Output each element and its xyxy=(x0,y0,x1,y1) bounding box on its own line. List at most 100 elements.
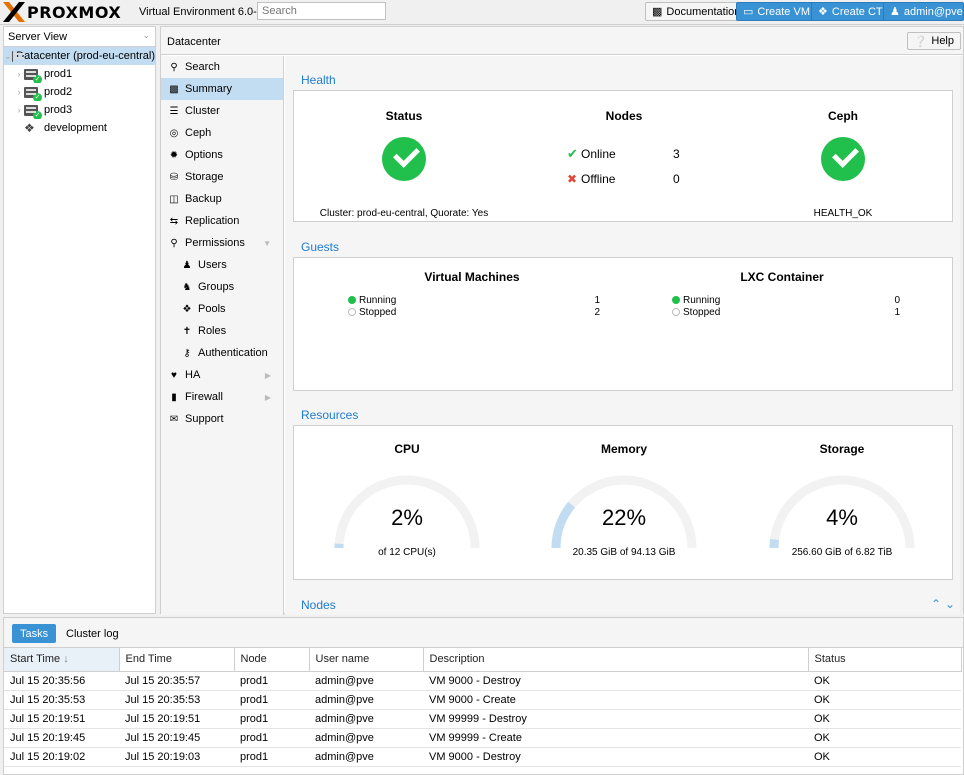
table-row[interactable]: Jul 15 20:19:51 Jul 15 20:19:51 prod1 admin… xyxy=(4,709,961,729)
desktop-icon: ▭ xyxy=(743,6,754,18)
user-icon: ♟ xyxy=(890,6,900,18)
guests-panel: Guests Virtual Machines LXC Container Ru… xyxy=(293,231,953,393)
nodes-panel: Nodes ⌃ ⌄ xyxy=(293,589,955,615)
collapse-up-icon[interactable]: ⌃ xyxy=(930,597,941,611)
collapse-icon[interactable]: ⌄ xyxy=(4,50,12,61)
create-ct-button[interactable]: ❖ Create CT xyxy=(811,2,890,21)
table-row[interactable]: Jul 15 20:35:56 Jul 15 20:35:57 prod1 admin… xyxy=(4,671,961,691)
table-row[interactable]: Jul 15 20:19:45 Jul 15 20:19:45 prod1 admin… xyxy=(4,728,961,748)
menu-item-pools[interactable]: ❖ Pools xyxy=(182,303,226,315)
chevron-right-icon: ▶ xyxy=(264,370,271,380)
tags-icon: ❖ xyxy=(24,121,35,135)
node-online-icon: ✓ xyxy=(24,68,42,83)
running-icon xyxy=(348,296,356,305)
chevron-right-icon: ▶ xyxy=(264,392,271,402)
guests-title: Guests xyxy=(301,240,340,254)
tree-node-prod1[interactable]: › ✓ prod1 xyxy=(4,65,155,83)
tree-node-datacenter[interactable]: ⌄ Datacenter (prod-eu-central) xyxy=(4,47,155,65)
tree-node-development[interactable]: ❖ development xyxy=(24,121,107,135)
resources-panel: Resources CPU 2% of 12 CPU(s) Memory 22%… xyxy=(293,399,953,582)
stopped-icon xyxy=(348,308,356,317)
log-tabs: Tasks Cluster log xyxy=(4,618,963,648)
status-title: Status xyxy=(385,109,423,123)
table-row[interactable]: Jul 15 20:35:53 Jul 15 20:35:53 prod1 admin… xyxy=(4,690,961,710)
datacenter-icon xyxy=(11,50,20,62)
menu-item-summary[interactable]: ▩ Summary xyxy=(161,78,283,100)
storage-gauge-arc xyxy=(769,475,915,549)
help-button[interactable]: ❔ Help xyxy=(906,32,961,50)
menu-item-backup[interactable]: ◫ Backup xyxy=(169,193,222,205)
shield-icon: ▮ xyxy=(171,391,177,403)
menu-item-ceph[interactable]: ◎ Ceph xyxy=(169,127,212,139)
column-status[interactable]: Status xyxy=(808,648,962,672)
chevron-down-icon: ⌄ xyxy=(142,30,150,40)
resources-body: CPU 2% of 12 CPU(s) Memory 22% 20.35 GiB… xyxy=(293,425,953,580)
gear-icon: ✹ xyxy=(169,149,179,161)
gauge-fill xyxy=(769,538,780,549)
tree-node-prod3[interactable]: › ✓ prod3 xyxy=(4,101,155,119)
expand-icon[interactable]: › xyxy=(17,69,21,79)
expand-icon[interactable]: › xyxy=(17,87,21,97)
column-start-time[interactable]: Start Time ↓ xyxy=(4,648,120,672)
cube-icon: ❖ xyxy=(818,6,828,18)
proxmox-logo[interactable]: PROXMOX xyxy=(3,2,121,22)
search-input[interactable] xyxy=(257,2,386,20)
lxc-stopped-row: Stopped 1 xyxy=(672,307,900,318)
menu-item-replication[interactable]: ⇆ Replication xyxy=(169,215,240,227)
column-node[interactable]: Node xyxy=(234,648,310,672)
key-icon: ⚷ xyxy=(183,347,191,359)
menu-item-support[interactable]: ✉ Support xyxy=(169,413,224,425)
documentation-button[interactable]: ▩ Documentation xyxy=(645,2,748,21)
comments-icon: ✉ xyxy=(169,413,179,425)
tab-tasks[interactable]: Tasks xyxy=(12,624,57,643)
tab-cluster-log[interactable]: Cluster log xyxy=(66,627,119,640)
table-header-row: Start Time ↓ End Time Node User name Des… xyxy=(4,648,962,672)
status-ok-icon xyxy=(382,137,426,181)
node-online-icon: ✓ xyxy=(24,104,42,119)
menu-item-options[interactable]: ✹ Options xyxy=(169,149,223,161)
expand-down-icon[interactable]: ⌄ xyxy=(944,597,955,611)
book-icon: ▩ xyxy=(652,6,663,18)
view-selector[interactable]: Server View ⌄ xyxy=(4,27,155,47)
menu-item-search[interactable]: ⚲ Search xyxy=(161,56,283,78)
column-user-name[interactable]: User name xyxy=(309,648,424,672)
panel-title-bar: Datacenter ❔ Help xyxy=(161,27,963,55)
user-menu-button[interactable]: ♟admin@pve⌄ xyxy=(883,2,964,21)
product-version: Virtual Environment 6.0-4 xyxy=(139,6,263,18)
nodes-panel-title: Nodes xyxy=(301,598,336,612)
resources-title: Resources xyxy=(301,408,359,422)
nodes-online: ✔ Online 3 xyxy=(567,146,680,161)
times-icon: ✖ xyxy=(567,172,578,186)
users-icon: ♞ xyxy=(182,281,192,293)
column-end-time[interactable]: End Time xyxy=(119,648,235,672)
menu-item-roles[interactable]: ✝ Roles xyxy=(182,325,227,337)
search-icon: ⚲ xyxy=(170,61,178,73)
menu-item-ha[interactable]: ♥ HA ▶ xyxy=(161,364,283,386)
tasks-table: Start Time ↓ End Time Node User name Des… xyxy=(4,648,962,767)
status-column: Status Cluster: prod-eu-central, Quorate… xyxy=(294,109,514,219)
nodes-column: Nodes xyxy=(514,109,734,123)
create-vm-button[interactable]: ▭ Create VM xyxy=(736,2,817,21)
gauge-track xyxy=(334,475,480,549)
content-scrollbar[interactable] xyxy=(960,56,963,615)
menu-item-groups[interactable]: ♞ Groups xyxy=(182,281,235,293)
menu-item-users[interactable]: ♟ Users xyxy=(182,259,227,271)
ceph-icon: ◎ xyxy=(169,127,179,139)
menu-item-cluster[interactable]: ☰ Cluster xyxy=(169,105,220,117)
expand-icon[interactable]: › xyxy=(17,105,21,115)
running-icon xyxy=(672,296,680,305)
tree-node-prod2[interactable]: › ✓ prod2 xyxy=(4,83,155,101)
health-title: Health xyxy=(301,73,336,87)
cpu-gauge: CPU 2% of 12 CPU(s) xyxy=(294,442,520,558)
menu-item-storage[interactable]: ⛁ Storage xyxy=(169,171,224,183)
chevron-down-icon: ▼ xyxy=(263,238,271,248)
menu-item-permissions[interactable]: ⚲ Permissions ▼ xyxy=(161,232,283,254)
ceph-ok-icon xyxy=(821,137,865,181)
menu-item-authentication[interactable]: ⚷ Authentication xyxy=(161,342,283,364)
stopped-icon xyxy=(672,308,680,317)
node-online-icon: ✓ xyxy=(24,86,42,101)
menu-item-firewall[interactable]: ▮ Firewall ▶ xyxy=(161,386,283,408)
table-row[interactable]: Jul 15 20:19:02 Jul 15 20:19:03 prod1 admin… xyxy=(4,747,961,767)
column-description[interactable]: Description xyxy=(423,648,809,672)
page-title: Datacenter xyxy=(167,36,221,48)
